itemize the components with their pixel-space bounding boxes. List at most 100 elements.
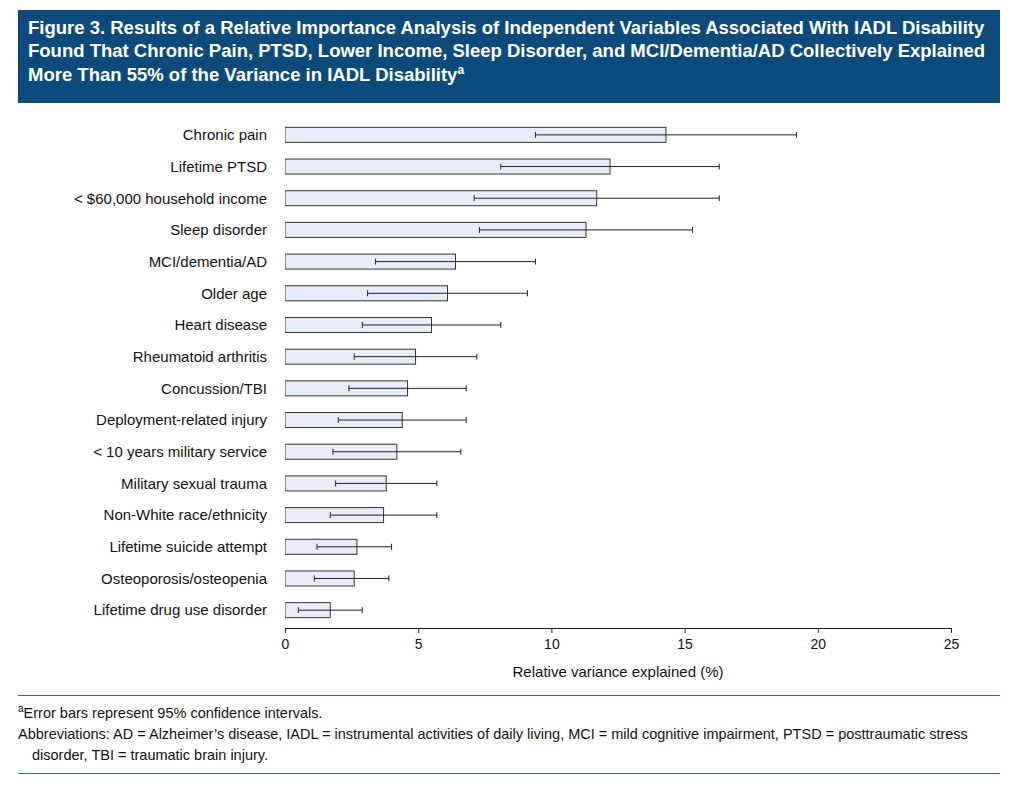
error-bar-cap bbox=[719, 164, 720, 170]
error-bar-cap bbox=[354, 354, 355, 360]
error-bar bbox=[330, 512, 437, 518]
error-bar-cap bbox=[474, 195, 475, 201]
x-tick-mark bbox=[951, 628, 952, 633]
error-bar-cap bbox=[335, 480, 336, 486]
error-bar bbox=[338, 417, 466, 423]
error-bar-cap bbox=[460, 449, 461, 455]
y-tick: Non-White race/ethnicity bbox=[104, 506, 268, 523]
footnote-text: Error bars represent 95% confidence inte… bbox=[24, 705, 323, 721]
error-bar-cap bbox=[362, 322, 363, 328]
x-tick: 0 bbox=[282, 628, 290, 652]
error-bar bbox=[368, 290, 528, 296]
x-tick-label: 10 bbox=[544, 636, 560, 652]
error-bar-cap bbox=[391, 544, 392, 550]
footnotes: aError bars represent 95% confidence int… bbox=[18, 702, 993, 766]
x-axis: 0510152025 bbox=[282, 628, 960, 652]
error-bar bbox=[349, 385, 466, 391]
footnote-marker: a bbox=[18, 703, 24, 714]
rule bbox=[18, 773, 1000, 774]
error-bar-cap bbox=[367, 290, 368, 296]
y-tick: Deployment-related injury bbox=[96, 411, 267, 428]
footnote: aError bars represent 95% confidence int… bbox=[18, 702, 993, 724]
x-tick-mark bbox=[818, 628, 819, 633]
y-tick-label: Concussion/TBI bbox=[161, 380, 267, 397]
x-tick-label: 15 bbox=[677, 636, 693, 652]
error-bar bbox=[535, 132, 796, 138]
y-tick-label: < $60,000 household income bbox=[74, 190, 267, 207]
error-bar-cap bbox=[500, 164, 501, 170]
error-bar-cap bbox=[476, 354, 477, 360]
error-bar-cap bbox=[796, 132, 797, 138]
error-bar-line bbox=[354, 356, 477, 357]
error-bar-line bbox=[333, 451, 461, 452]
x-tick-mark bbox=[551, 628, 552, 633]
error-bar bbox=[376, 259, 536, 265]
y-tick: Chronic pain bbox=[183, 126, 267, 143]
y-tick: < 10 years military service bbox=[93, 443, 267, 460]
error-bar-line bbox=[474, 198, 719, 199]
y-tick-label: Military sexual trauma bbox=[121, 475, 268, 492]
x-axis-line bbox=[286, 629, 952, 634]
y-axis: Chronic pain Lifetime PTSD < $60,000 house… bbox=[74, 126, 268, 618]
footnote-text: Abbreviations: AD = Alzheimer’s disease,… bbox=[18, 726, 968, 763]
error-bar-line bbox=[338, 420, 466, 421]
error-bar-cap bbox=[500, 322, 501, 328]
error-bar-cap bbox=[466, 385, 467, 391]
y-tick: MCI/dementia/AD bbox=[149, 253, 268, 270]
error-bar-line bbox=[535, 134, 796, 135]
y-tick-label: Older age bbox=[201, 285, 267, 302]
error-bar-line bbox=[368, 293, 528, 294]
y-tick: < $60,000 household income bbox=[74, 190, 267, 207]
error-bar bbox=[314, 575, 389, 581]
rule bbox=[18, 695, 1000, 696]
x-tick: 10 bbox=[544, 628, 560, 652]
footnote: Abbreviations: AD = Alzheimer’s disease,… bbox=[18, 724, 993, 766]
y-tick-label: Sleep disorder bbox=[170, 221, 267, 238]
y-tick: Older age bbox=[201, 285, 267, 302]
x-tick: 15 bbox=[677, 628, 693, 652]
error-bar-cap bbox=[316, 544, 317, 550]
error-bar-cap bbox=[338, 417, 339, 423]
x-axis-title: Relative variance explained (%) bbox=[513, 663, 724, 680]
error-bar-cap bbox=[466, 417, 467, 423]
title-box: Figure 3. Results of a Relative Importan… bbox=[18, 10, 1000, 103]
plot-area bbox=[285, 127, 796, 617]
error-bar-line bbox=[317, 546, 392, 547]
title: Figure 3. Results of a Relative Importan… bbox=[28, 17, 985, 85]
error-bar-line bbox=[298, 610, 362, 611]
x-tick-mark bbox=[685, 628, 686, 633]
x-tick-label: 20 bbox=[811, 636, 827, 652]
error-bar-cap bbox=[527, 290, 528, 296]
error-bar-line bbox=[336, 483, 437, 484]
error-bar-line bbox=[362, 324, 501, 325]
y-tick: Sleep disorder bbox=[170, 221, 267, 238]
error-bar-cap bbox=[436, 480, 437, 486]
x-tick: 20 bbox=[811, 628, 827, 652]
x-tick: 25 bbox=[944, 628, 960, 652]
error-bar-cap bbox=[348, 385, 349, 391]
y-tick: Lifetime suicide attempt bbox=[109, 538, 267, 555]
error-bar bbox=[479, 227, 692, 233]
error-bar-cap bbox=[388, 575, 389, 581]
error-bar-line bbox=[501, 166, 719, 167]
y-tick-label: Lifetime PTSD bbox=[170, 158, 267, 175]
x-tick-mark bbox=[285, 628, 286, 633]
y-tick-label: < 10 years military service bbox=[93, 443, 267, 460]
x-tick-mark bbox=[418, 628, 419, 633]
chart: 0510152025Chronic painLifetime PTSD< $60… bbox=[0, 0, 1024, 788]
error-bar bbox=[474, 195, 719, 201]
error-bar-line bbox=[349, 388, 466, 389]
error-bar-cap bbox=[436, 512, 437, 518]
y-tick: Lifetime drug use disorder bbox=[94, 601, 267, 618]
y-tick-label: Deployment-related injury bbox=[96, 411, 267, 428]
y-tick-label: Rheumatoid arthritis bbox=[133, 348, 267, 365]
y-tick-label: Heart disease bbox=[174, 316, 267, 333]
error-bar bbox=[362, 322, 501, 328]
error-bar-line bbox=[330, 515, 437, 516]
x-tick-label: 25 bbox=[944, 636, 960, 652]
y-tick: Military sexual trauma bbox=[121, 475, 268, 492]
y-tick-label: Osteoporosis/osteopenia bbox=[101, 570, 268, 587]
error-bar bbox=[336, 480, 437, 486]
error-bar-cap bbox=[535, 132, 536, 138]
error-bar-cap bbox=[330, 512, 331, 518]
